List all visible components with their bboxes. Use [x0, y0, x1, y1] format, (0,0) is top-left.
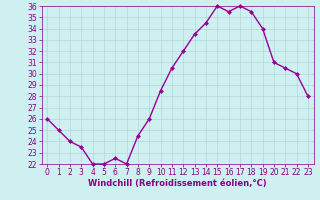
X-axis label: Windchill (Refroidissement éolien,°C): Windchill (Refroidissement éolien,°C): [88, 179, 267, 188]
